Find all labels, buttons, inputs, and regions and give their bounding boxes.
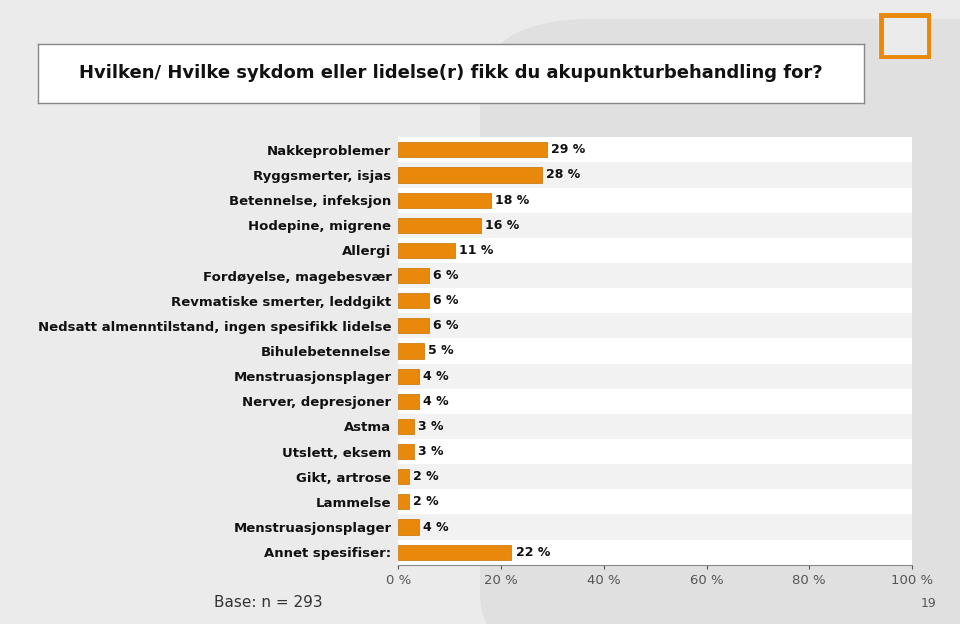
Bar	[398, 142, 547, 157]
Bar	[398, 519, 419, 535]
Bar	[398, 213, 912, 238]
Bar	[398, 469, 409, 484]
Text: 6 %: 6 %	[433, 294, 459, 307]
Bar	[398, 268, 429, 283]
Text: 18 %: 18 %	[495, 193, 529, 207]
Text: 2 %: 2 %	[413, 470, 439, 483]
Bar	[398, 343, 424, 359]
Text: 29 %: 29 %	[551, 144, 586, 157]
Bar	[398, 318, 429, 333]
Text: 2 %: 2 %	[413, 495, 439, 509]
Text: 6 %: 6 %	[433, 269, 459, 282]
Bar	[398, 193, 491, 208]
Bar	[398, 369, 419, 384]
Bar	[398, 444, 414, 459]
Bar	[398, 464, 912, 489]
Bar	[398, 414, 912, 439]
Bar	[398, 545, 512, 560]
Bar	[398, 364, 912, 389]
Text: 4 %: 4 %	[423, 520, 448, 534]
Bar	[398, 313, 912, 338]
Text: 19: 19	[921, 597, 936, 610]
Bar	[398, 263, 912, 288]
Bar	[398, 293, 429, 308]
Text: 28 %: 28 %	[546, 168, 581, 182]
Bar	[398, 514, 912, 540]
Bar	[398, 494, 409, 509]
Text: 3 %: 3 %	[418, 420, 444, 433]
Text: Base: n = 293: Base: n = 293	[214, 595, 324, 610]
Bar	[398, 243, 455, 258]
Bar	[398, 218, 481, 233]
Text: 11 %: 11 %	[459, 244, 493, 257]
Text: 4 %: 4 %	[423, 369, 448, 383]
Text: 6 %: 6 %	[433, 319, 459, 333]
Text: 4 %: 4 %	[423, 395, 448, 408]
FancyBboxPatch shape	[881, 15, 928, 57]
Bar	[398, 419, 414, 434]
Text: 16 %: 16 %	[485, 219, 519, 232]
Bar	[398, 162, 912, 188]
Text: Hvilken/ Hvilke sykdom eller lidelse(r) fikk du akupunkturbehandling for?: Hvilken/ Hvilke sykdom eller lidelse(r) …	[80, 64, 823, 82]
Text: 5 %: 5 %	[428, 344, 454, 358]
Text: 22 %: 22 %	[516, 545, 550, 558]
Bar	[398, 167, 542, 183]
Bar	[398, 394, 419, 409]
Text: 3 %: 3 %	[418, 445, 444, 458]
